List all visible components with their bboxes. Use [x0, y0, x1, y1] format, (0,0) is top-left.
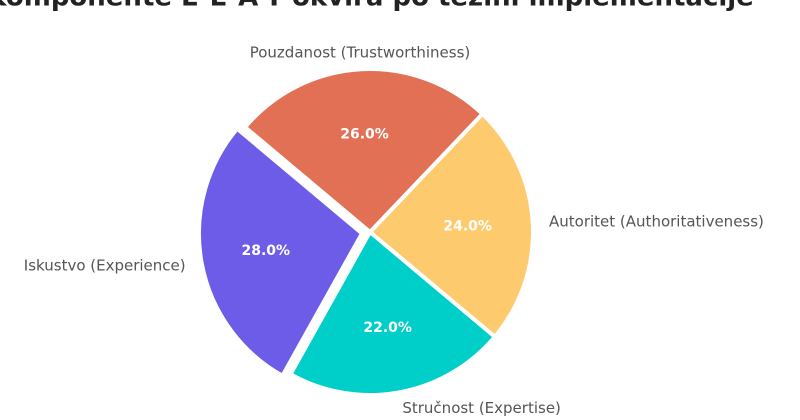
slice-label: Stručnost (Expertise) — [402, 399, 561, 417]
value-label: 22.0% — [363, 320, 412, 336]
value-label: 26.0% — [340, 126, 389, 142]
value-label: 28.0% — [242, 243, 291, 259]
slice-label: Iskustvo (Experience) — [24, 256, 186, 274]
pie-slice — [197, 126, 364, 378]
slice-label: Autoritet (Authoritativeness) — [549, 212, 764, 230]
slice-label: Pouzdanost (Trustworthiness) — [250, 43, 471, 61]
pie-slice — [288, 230, 497, 397]
value-label: 24.0% — [443, 219, 492, 235]
pie-slice — [243, 67, 485, 234]
chart-title: Komponente E-E-A-T okvira po težini impl… — [0, 0, 754, 13]
pie-slice — [368, 111, 535, 339]
